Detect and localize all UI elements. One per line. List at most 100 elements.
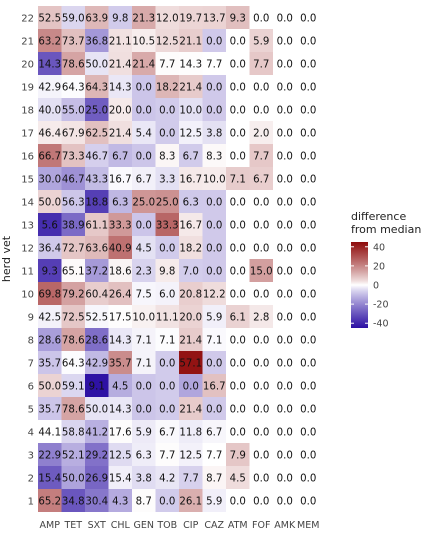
- cell-value-label: 0.0: [159, 244, 175, 255]
- cell-value-label: 0.0: [277, 313, 293, 324]
- cell-value-label: 79.2: [62, 290, 85, 301]
- heatmap-cell: [249, 466, 273, 489]
- heatmap-cell: [38, 52, 62, 75]
- cell-value-label: 0.0: [206, 198, 222, 209]
- cell-value-label: 20.0: [109, 106, 132, 117]
- cell-value-label: 5.4: [136, 129, 152, 140]
- legend-colorbar: [351, 242, 368, 328]
- heatmap-cell: [61, 489, 85, 512]
- heatmap-cell: [38, 466, 62, 489]
- heatmap-cell: [179, 190, 203, 213]
- cell-value-label: 0.0: [253, 106, 269, 117]
- heatmap-cell: [226, 98, 250, 121]
- heatmap-cell: [249, 236, 273, 259]
- cell-value-label: 0.0: [300, 451, 316, 462]
- cell-value-label: 0.0: [159, 405, 175, 416]
- heatmap-cell: [38, 397, 62, 420]
- cell-value-label: 0.0: [136, 152, 152, 163]
- cell-value-label: 5.9: [206, 497, 222, 508]
- heatmap-cell: [132, 121, 156, 144]
- cell-value-label: 0.0: [230, 83, 246, 94]
- cell-value-label: 14.3: [109, 405, 132, 416]
- cell-value-label: 12.5: [109, 451, 132, 462]
- heatmap-cell: [296, 75, 320, 98]
- heatmap-cell: [132, 213, 156, 236]
- heatmap-cell: [61, 282, 85, 305]
- heatmap-cell: [61, 374, 85, 397]
- cell-value-label: 10.0: [179, 106, 202, 117]
- heatmap-cell: [155, 213, 179, 236]
- heatmap-cell: [155, 282, 179, 305]
- heatmap-cell: [179, 52, 203, 75]
- cell-value-label: 7.0: [183, 267, 199, 278]
- cell-value-label: 9.8: [159, 267, 175, 278]
- heatmap-cell: [226, 489, 250, 512]
- cell-value-label: 0.0: [136, 382, 152, 393]
- heatmap-cell: [108, 374, 132, 397]
- cell-value-label: 18.6: [109, 267, 132, 278]
- heatmap-cell: [85, 121, 109, 144]
- x-tick-label: CIP: [183, 520, 198, 531]
- cell-value-label: 21.4: [179, 405, 202, 416]
- heatmap-cell: [273, 190, 297, 213]
- cell-value-label: 0.0: [136, 405, 152, 416]
- heatmap-cell: [155, 98, 179, 121]
- cell-value-label: 29.2: [85, 451, 108, 462]
- x-tick-label: FOF: [252, 520, 270, 531]
- cell-value-label: 0.0: [159, 497, 175, 508]
- legend-tick-label: 0: [373, 281, 379, 292]
- cell-value-label: 0.0: [277, 60, 293, 71]
- cell-value-label: 0.0: [230, 152, 246, 163]
- cell-value-label: 0.0: [206, 405, 222, 416]
- heatmap-cell: [273, 351, 297, 374]
- x-tick-label: CHL: [111, 520, 131, 531]
- cell-value-label: 21.3: [132, 14, 155, 25]
- heatmap-cell: [249, 121, 273, 144]
- heatmap-cell: [132, 305, 156, 328]
- heatmap-cell: [38, 6, 62, 29]
- heatmap-cell: [155, 397, 179, 420]
- heatmap-cell: [226, 466, 250, 489]
- heatmap-cell: [202, 351, 226, 374]
- cell-value-label: 25.0: [132, 198, 155, 209]
- cell-value-label: 8.3: [159, 152, 175, 163]
- heatmap-cell: [38, 443, 62, 466]
- cell-value-label: 0.0: [277, 244, 293, 255]
- cell-value-label: 0.0: [253, 497, 269, 508]
- cell-value-label: 7.7: [253, 60, 269, 71]
- cell-value-label: 41.2: [85, 428, 108, 439]
- heatmap-cell: [202, 466, 226, 489]
- cell-value-label: 0.0: [230, 198, 246, 209]
- heatmap-cell: [249, 29, 273, 52]
- cell-value-label: 17.6: [109, 428, 132, 439]
- y-tick-label: 9: [28, 313, 34, 324]
- heatmap-cell: [296, 489, 320, 512]
- cell-value-label: 2.3: [136, 267, 152, 278]
- cell-value-label: 0.0: [300, 405, 316, 416]
- heatmap-cell: [38, 121, 62, 144]
- cell-value-label: 6.7: [183, 152, 199, 163]
- cell-value-label: 0.0: [300, 497, 316, 508]
- heatmap-cell: [108, 236, 132, 259]
- cell-value-label: 7.7: [206, 60, 222, 71]
- heatmap-cell: [179, 397, 203, 420]
- heatmap-cell: [155, 328, 179, 351]
- heatmap-cell: [179, 121, 203, 144]
- cell-value-label: 0.0: [230, 336, 246, 347]
- heatmap-cell: [85, 489, 109, 512]
- heatmap-cell: [202, 98, 226, 121]
- cell-value-label: 6.3: [112, 198, 128, 209]
- cell-value-label: 46.4: [38, 129, 61, 140]
- cell-value-label: 46.7: [62, 175, 85, 186]
- heatmap-cell: [273, 144, 297, 167]
- heatmap-cell: [179, 305, 203, 328]
- cell-value-label: 0.0: [300, 198, 316, 209]
- heatmap-cell: [179, 351, 203, 374]
- cell-value-label: 28.6: [38, 336, 61, 347]
- cell-value-label: 21.4: [109, 60, 132, 71]
- heatmap-cell: [249, 328, 273, 351]
- heatmap-cell: [132, 190, 156, 213]
- heatmap-cell: [38, 328, 62, 351]
- cell-value-label: 7.9: [230, 451, 246, 462]
- cell-labels: 52.5 59.0 63.9 9.8 21.3 12.0 19.7 13.7 9.3 0.0 0.0…: [38, 14, 316, 508]
